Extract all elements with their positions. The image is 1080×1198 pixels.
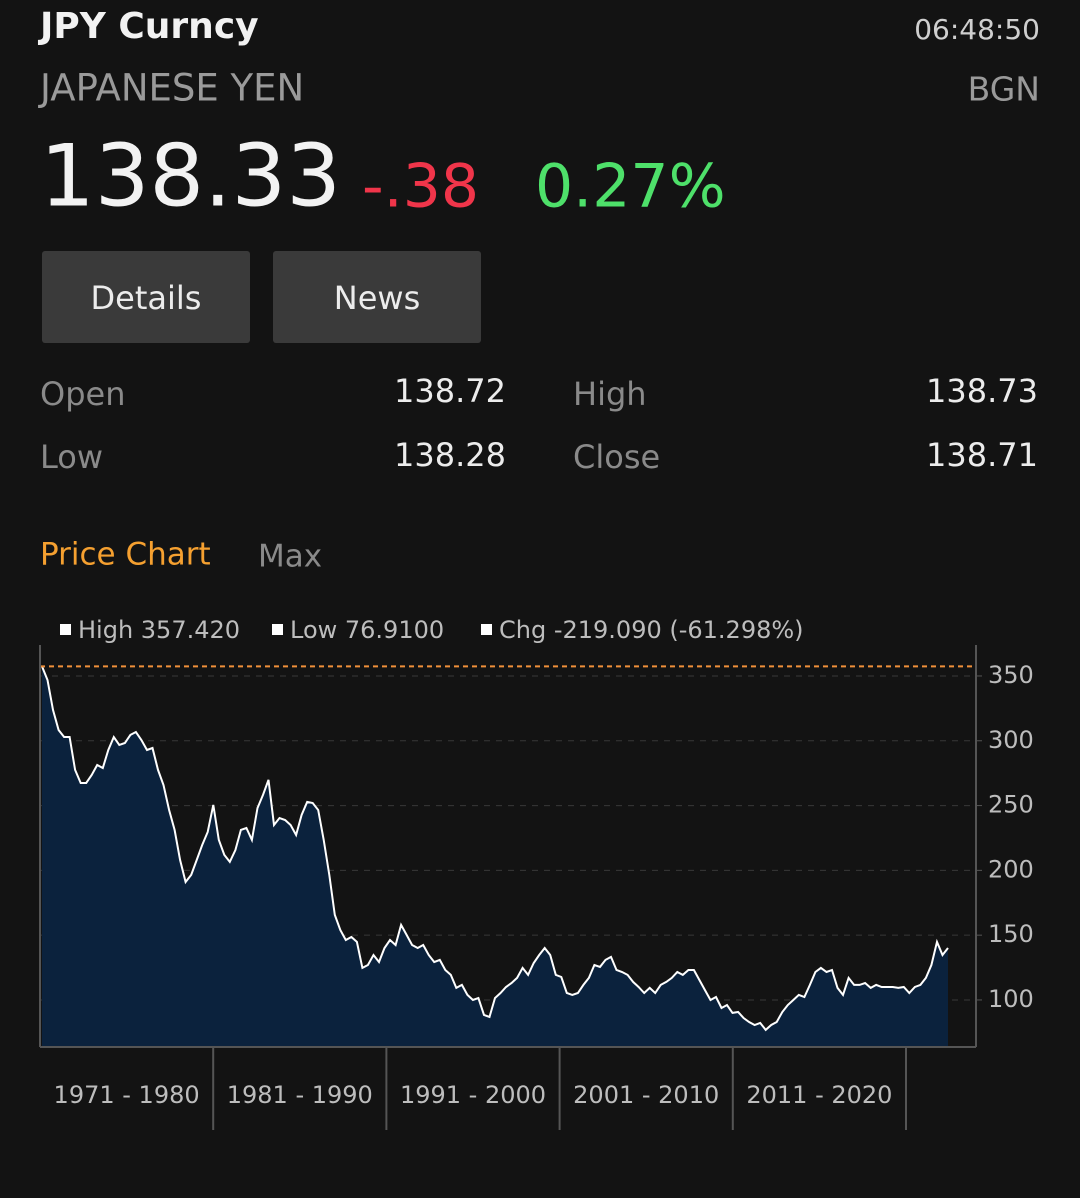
stat-value: 138.28 — [394, 436, 506, 474]
details-label[interactable]: Details — [91, 279, 202, 317]
stat-label: Close — [573, 438, 660, 476]
stat-label: Open — [40, 375, 125, 413]
x-tick-label: 2001 - 2010 — [573, 1081, 719, 1109]
y-tick-label: 300 — [988, 726, 1034, 754]
legend-label: Chg -219.090 (-61.298%) — [499, 616, 804, 644]
y-tick-label: 350 — [988, 661, 1034, 689]
legend-label: High 357.420 — [78, 616, 240, 644]
area-fill — [42, 666, 948, 1047]
change: -.38 — [362, 152, 479, 222]
percent-change: 0.27% — [535, 152, 726, 222]
legend-swatch — [60, 624, 71, 635]
price: 138.33 — [40, 126, 341, 226]
news-button[interactable] — [273, 251, 481, 343]
y-tick-label: 100 — [988, 985, 1034, 1013]
security-name: JAPANESE YEN — [38, 67, 304, 110]
details-button[interactable] — [42, 251, 250, 343]
symbol: JPY Curncy — [37, 6, 259, 47]
y-tick-label: 150 — [988, 920, 1034, 948]
range-tab[interactable]: Max — [258, 539, 322, 575]
legend-swatch — [272, 624, 283, 635]
price-chart-tab[interactable]: Price Chart — [40, 537, 211, 573]
stat-label: High — [573, 375, 647, 413]
y-tick-label: 250 — [988, 791, 1034, 819]
legend-swatch — [481, 624, 492, 635]
x-tick-label: 1991 - 2000 — [400, 1081, 546, 1109]
stat-value: 138.71 — [926, 436, 1038, 474]
legend-label: Low 76.9100 — [290, 616, 444, 644]
y-tick-label: 200 — [988, 855, 1034, 883]
x-tick-label: 2011 - 2020 — [746, 1081, 892, 1109]
x-tick-label: 1981 - 1990 — [227, 1081, 373, 1109]
news-label[interactable]: News — [334, 279, 420, 317]
source: BGN — [968, 70, 1040, 109]
price-line — [41, 666, 949, 1032]
time: 06:48:50 — [914, 13, 1040, 46]
x-tick-label: 1971 - 1980 — [54, 1081, 200, 1109]
stat-label: Low — [40, 438, 103, 476]
stat-value: 138.73 — [926, 372, 1038, 410]
stat-value: 138.72 — [394, 372, 506, 410]
